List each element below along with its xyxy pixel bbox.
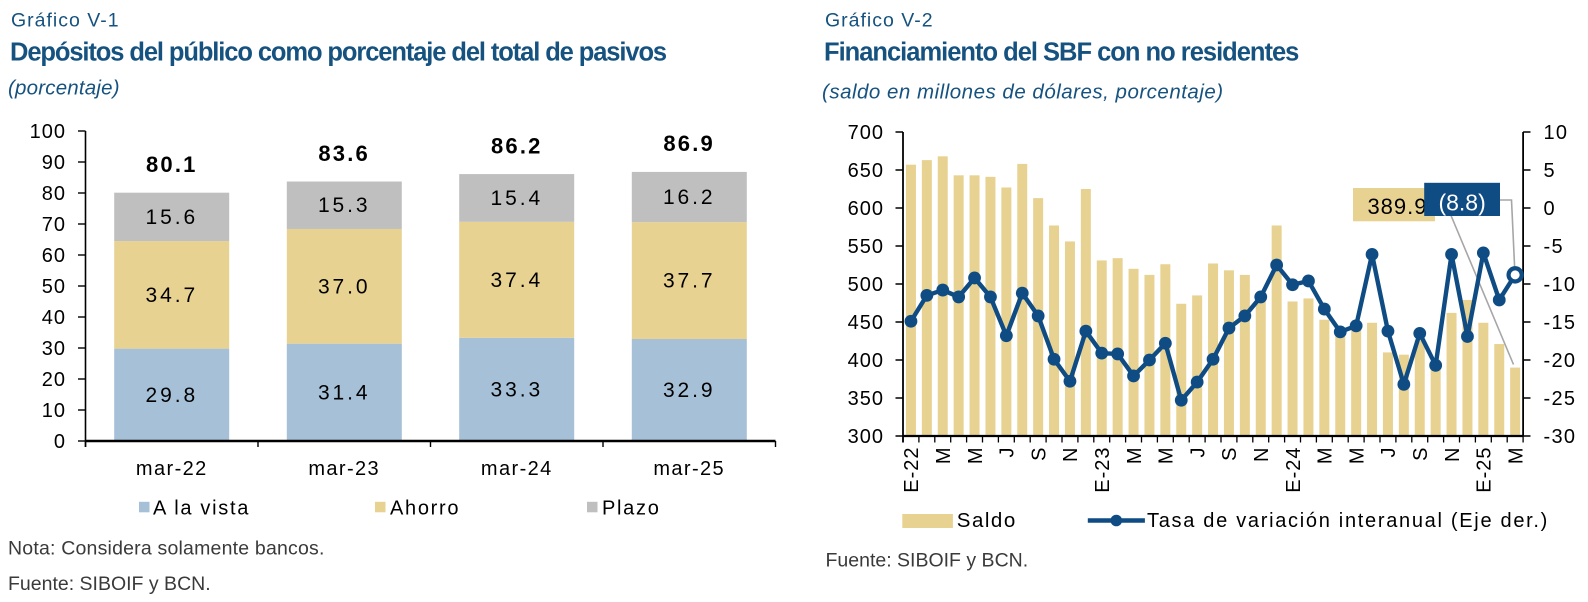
svg-text:E-22: E-22 <box>901 447 923 493</box>
svg-text:-30: -30 <box>1544 426 1577 448</box>
svg-text:J: J <box>997 447 1019 458</box>
svg-text:700: 700 <box>848 122 884 144</box>
svg-text:N: N <box>1060 447 1082 462</box>
svg-text:650: 650 <box>848 160 884 182</box>
svg-text:-25: -25 <box>1544 388 1577 410</box>
svg-text:450: 450 <box>848 312 884 334</box>
svg-text:A la vista: A la vista <box>153 498 250 520</box>
svg-text:40: 40 <box>42 307 66 329</box>
svg-text:0: 0 <box>54 431 66 453</box>
svg-text:mar-22: mar-22 <box>136 458 208 480</box>
svg-text:Saldo: Saldo <box>957 509 1017 532</box>
svg-text:E-24: E-24 <box>1283 447 1305 493</box>
svg-text:15.4: 15.4 <box>491 187 543 210</box>
svg-text:E-23: E-23 <box>1092 447 1114 493</box>
svg-text:(saldo en millones de dólares,: (saldo en millones de dólares, porcentaj… <box>822 81 1224 104</box>
svg-text:Depósitos del público como por: Depósitos del público como porcentaje de… <box>10 39 667 67</box>
svg-text:-5: -5 <box>1544 236 1564 258</box>
svg-text:-20: -20 <box>1544 350 1577 372</box>
svg-text:29.8: 29.8 <box>146 384 198 407</box>
svg-text:100: 100 <box>30 121 66 143</box>
svg-text:S: S <box>1219 447 1241 461</box>
svg-text:M: M <box>933 447 955 465</box>
svg-text:N: N <box>1251 447 1273 462</box>
svg-text:Gráfico V-2: Gráfico V-2 <box>825 10 934 32</box>
svg-text:34.7: 34.7 <box>146 284 198 307</box>
svg-text:500: 500 <box>848 274 884 296</box>
svg-text:37.4: 37.4 <box>491 269 543 292</box>
svg-text:83.6: 83.6 <box>318 141 370 166</box>
svg-text:mar-23: mar-23 <box>308 458 380 480</box>
svg-text:M: M <box>1346 447 1368 465</box>
svg-text:Gráfico V-1: Gráfico V-1 <box>11 10 120 32</box>
svg-text:mar-24: mar-24 <box>481 458 553 480</box>
svg-text:550: 550 <box>848 236 884 258</box>
svg-text:16.2: 16.2 <box>663 186 715 209</box>
svg-text:-15: -15 <box>1544 312 1577 334</box>
svg-text:Tasa de variación interanual (: Tasa de variación interanual (Eje der.) <box>1147 510 1549 532</box>
svg-text:86.9: 86.9 <box>663 131 715 156</box>
svg-text:600: 600 <box>848 198 884 220</box>
svg-text:31.4: 31.4 <box>318 381 370 404</box>
svg-text:Fuente: SIBOIF y BCN.: Fuente: SIBOIF y BCN. <box>826 550 1029 572</box>
svg-text:80.1: 80.1 <box>146 152 198 177</box>
svg-text:90: 90 <box>42 152 66 174</box>
svg-text:(porcentaje): (porcentaje) <box>8 77 120 100</box>
svg-text:(8.8): (8.8) <box>1438 190 1485 216</box>
svg-text:70: 70 <box>42 214 66 236</box>
svg-text:M: M <box>1505 447 1527 465</box>
svg-text:10: 10 <box>1544 122 1569 144</box>
svg-text:S: S <box>1028 447 1050 461</box>
svg-text:50: 50 <box>42 276 66 298</box>
svg-text:86.2: 86.2 <box>491 133 543 158</box>
svg-text:5: 5 <box>1544 160 1556 182</box>
svg-text:400: 400 <box>848 350 884 372</box>
svg-text:M: M <box>1315 447 1337 465</box>
svg-text:32.9: 32.9 <box>663 379 715 402</box>
svg-text:15.3: 15.3 <box>318 194 370 217</box>
svg-text:30: 30 <box>42 338 66 360</box>
svg-text:20: 20 <box>42 369 66 391</box>
svg-text:15.6: 15.6 <box>146 206 198 229</box>
svg-text:M: M <box>1156 447 1178 465</box>
svg-text:37.0: 37.0 <box>318 275 370 298</box>
svg-text:37.7: 37.7 <box>663 270 715 293</box>
svg-text:Fuente: SIBOIF y BCN.: Fuente: SIBOIF y BCN. <box>8 573 211 595</box>
svg-text:N: N <box>1442 447 1464 462</box>
svg-text:M: M <box>1124 447 1146 465</box>
svg-text:Financiamiento del SBF con no: Financiamiento del SBF con no residentes <box>824 39 1299 67</box>
svg-text:M: M <box>965 447 987 465</box>
svg-text:E-25: E-25 <box>1474 447 1496 493</box>
svg-text:S: S <box>1410 447 1432 461</box>
svg-text:Ahorro: Ahorro <box>390 498 460 520</box>
svg-text:300: 300 <box>848 426 884 448</box>
svg-text:0: 0 <box>1544 198 1556 220</box>
svg-text:J: J <box>1378 447 1400 458</box>
svg-text:mar-25: mar-25 <box>653 458 725 480</box>
svg-text:-10: -10 <box>1544 274 1577 296</box>
svg-text:J: J <box>1187 447 1209 458</box>
svg-text:Nota: Considera solamente banc: Nota: Considera solamente bancos. <box>8 538 325 560</box>
svg-text:60: 60 <box>42 245 66 267</box>
svg-text:389.9: 389.9 <box>1367 194 1427 219</box>
svg-text:33.3: 33.3 <box>491 378 543 401</box>
svg-text:80: 80 <box>42 183 66 205</box>
svg-text:10: 10 <box>42 400 66 422</box>
svg-text:350: 350 <box>848 388 884 410</box>
svg-text:Plazo: Plazo <box>602 498 661 520</box>
